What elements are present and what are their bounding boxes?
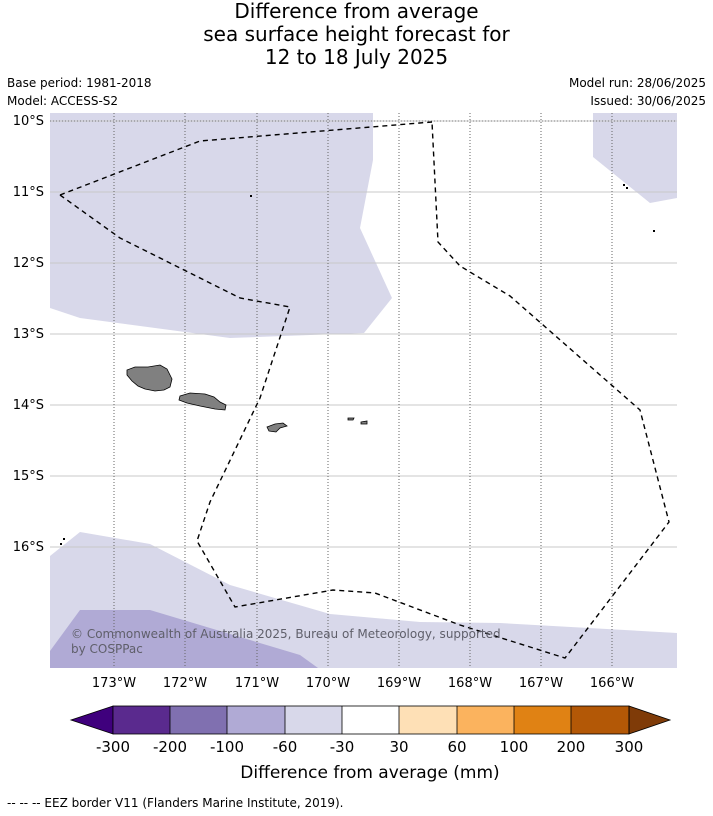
lon-label-166w: 166°W bbox=[590, 676, 634, 691]
lon-label-173w: 173°W bbox=[92, 676, 136, 691]
eez-border-samoa bbox=[59, 121, 670, 659]
longitude-gridlines bbox=[113, 113, 613, 668]
lon-label-169w: 169°W bbox=[377, 676, 421, 691]
island-swains bbox=[250, 195, 252, 197]
colorbar-ticks: -300 -200 -100 -60 -30 30 60 100 200 300 bbox=[96, 738, 643, 756]
colorbar-bin-4 bbox=[285, 706, 342, 734]
title-line-2: sea surface height forecast for bbox=[203, 22, 510, 46]
lon-label-170w: 170°W bbox=[306, 676, 350, 691]
colorbar-tick-4: -60 bbox=[273, 738, 298, 756]
latitude-gridlines bbox=[50, 120, 677, 548]
colorbar-label: Difference from average (mm) bbox=[240, 763, 499, 783]
island-savaii bbox=[126, 364, 173, 392]
colorbar-tick-8: 100 bbox=[500, 738, 529, 756]
issued-date: Issued: 30/06/2025 bbox=[590, 94, 706, 108]
island-tokelau-b bbox=[626, 187, 628, 189]
base-period: Base period: 1981-2018 bbox=[7, 76, 152, 90]
lat-label-12s: 12°S bbox=[13, 256, 44, 271]
colorbar-bin-7 bbox=[457, 706, 514, 734]
map-area bbox=[50, 113, 677, 668]
colorbar-bin-1 bbox=[113, 706, 170, 734]
meta-left: Base period: 1981-2018 Model: ACCESS-S2 bbox=[7, 74, 152, 110]
lon-label-167w: 167°W bbox=[519, 676, 563, 691]
colorbar-extend-min bbox=[69, 705, 114, 735]
colorbar-bin-5 bbox=[342, 706, 399, 734]
lat-label-11s: 11°S bbox=[13, 185, 44, 200]
lon-label-168w: 168°W bbox=[448, 676, 492, 691]
island-southwest-b bbox=[60, 543, 62, 545]
anomaly-region-southwest-deep bbox=[50, 610, 318, 668]
colorbar-extend-max bbox=[628, 705, 672, 735]
longitude-labels: 173°W 172°W 171°W 170°W 169°W 168°W 167°… bbox=[92, 676, 634, 691]
island-southwest-a bbox=[63, 538, 65, 540]
colorbar-tick-10: 300 bbox=[615, 738, 644, 756]
lat-label-14s: 14°S bbox=[13, 398, 44, 413]
colorbar-bin-3 bbox=[227, 706, 285, 734]
latitude-labels: 10°S 11°S 12°S 13°S 14°S 15°S 16°S bbox=[13, 114, 44, 555]
anomaly-region-northeast bbox=[593, 113, 677, 203]
model-name: Model: ACCESS-S2 bbox=[7, 94, 119, 108]
lat-label-13s: 13°S bbox=[13, 327, 44, 342]
map-title: Difference from average sea surface heig… bbox=[0, 0, 713, 69]
anomaly-region-north bbox=[50, 113, 392, 338]
copyright-line-2: by COSPPac bbox=[71, 642, 143, 656]
copyright-line-1: © Commonwealth of Australia 2025, Bureau… bbox=[71, 627, 501, 641]
lat-label-10s: 10°S bbox=[13, 114, 44, 129]
colorbar-bin-6 bbox=[399, 706, 457, 734]
eez-legend-note: -- -- -- EEZ border V11 (Flanders Marine… bbox=[7, 796, 344, 810]
colorbar: -300 -200 -100 -60 -30 30 60 100 200 300… bbox=[69, 705, 672, 783]
island-tutuila bbox=[266, 422, 288, 433]
colorbar-bin-2 bbox=[170, 706, 227, 734]
island-ofu bbox=[347, 417, 355, 421]
island-tau bbox=[360, 420, 368, 425]
colorbar-tick-6: 30 bbox=[389, 738, 408, 756]
colorbar-bin-8 bbox=[514, 706, 571, 734]
colorbar-tick-5: -30 bbox=[330, 738, 355, 756]
title-line-1: Difference from average bbox=[234, 0, 479, 23]
copyright-notice: © Commonwealth of Australia 2025, Bureau… bbox=[71, 627, 501, 656]
colorbar-tick-9: 200 bbox=[557, 738, 586, 756]
colorbar-bin-9 bbox=[571, 706, 629, 734]
colorbar-tick-2: -200 bbox=[153, 738, 187, 756]
lat-label-16s: 16°S bbox=[13, 540, 44, 555]
lon-label-171w: 171°W bbox=[235, 676, 279, 691]
colorbar-tick-1: -300 bbox=[96, 738, 130, 756]
island-upolu bbox=[178, 392, 227, 411]
title-line-3: 12 to 18 July 2025 bbox=[264, 45, 449, 69]
model-run: Model run: 28/06/2025 bbox=[568, 76, 706, 90]
colorbar-tick-7: 60 bbox=[447, 738, 466, 756]
lon-label-172w: 172°W bbox=[163, 676, 207, 691]
island-tokelau-c bbox=[653, 230, 655, 232]
lat-label-15s: 15°S bbox=[13, 469, 44, 484]
island-tokelau-a bbox=[623, 184, 625, 186]
meta-right: Model run: 28/06/2025 Issued: 30/06/2025 bbox=[569, 74, 706, 110]
colorbar-tick-3: -100 bbox=[210, 738, 244, 756]
